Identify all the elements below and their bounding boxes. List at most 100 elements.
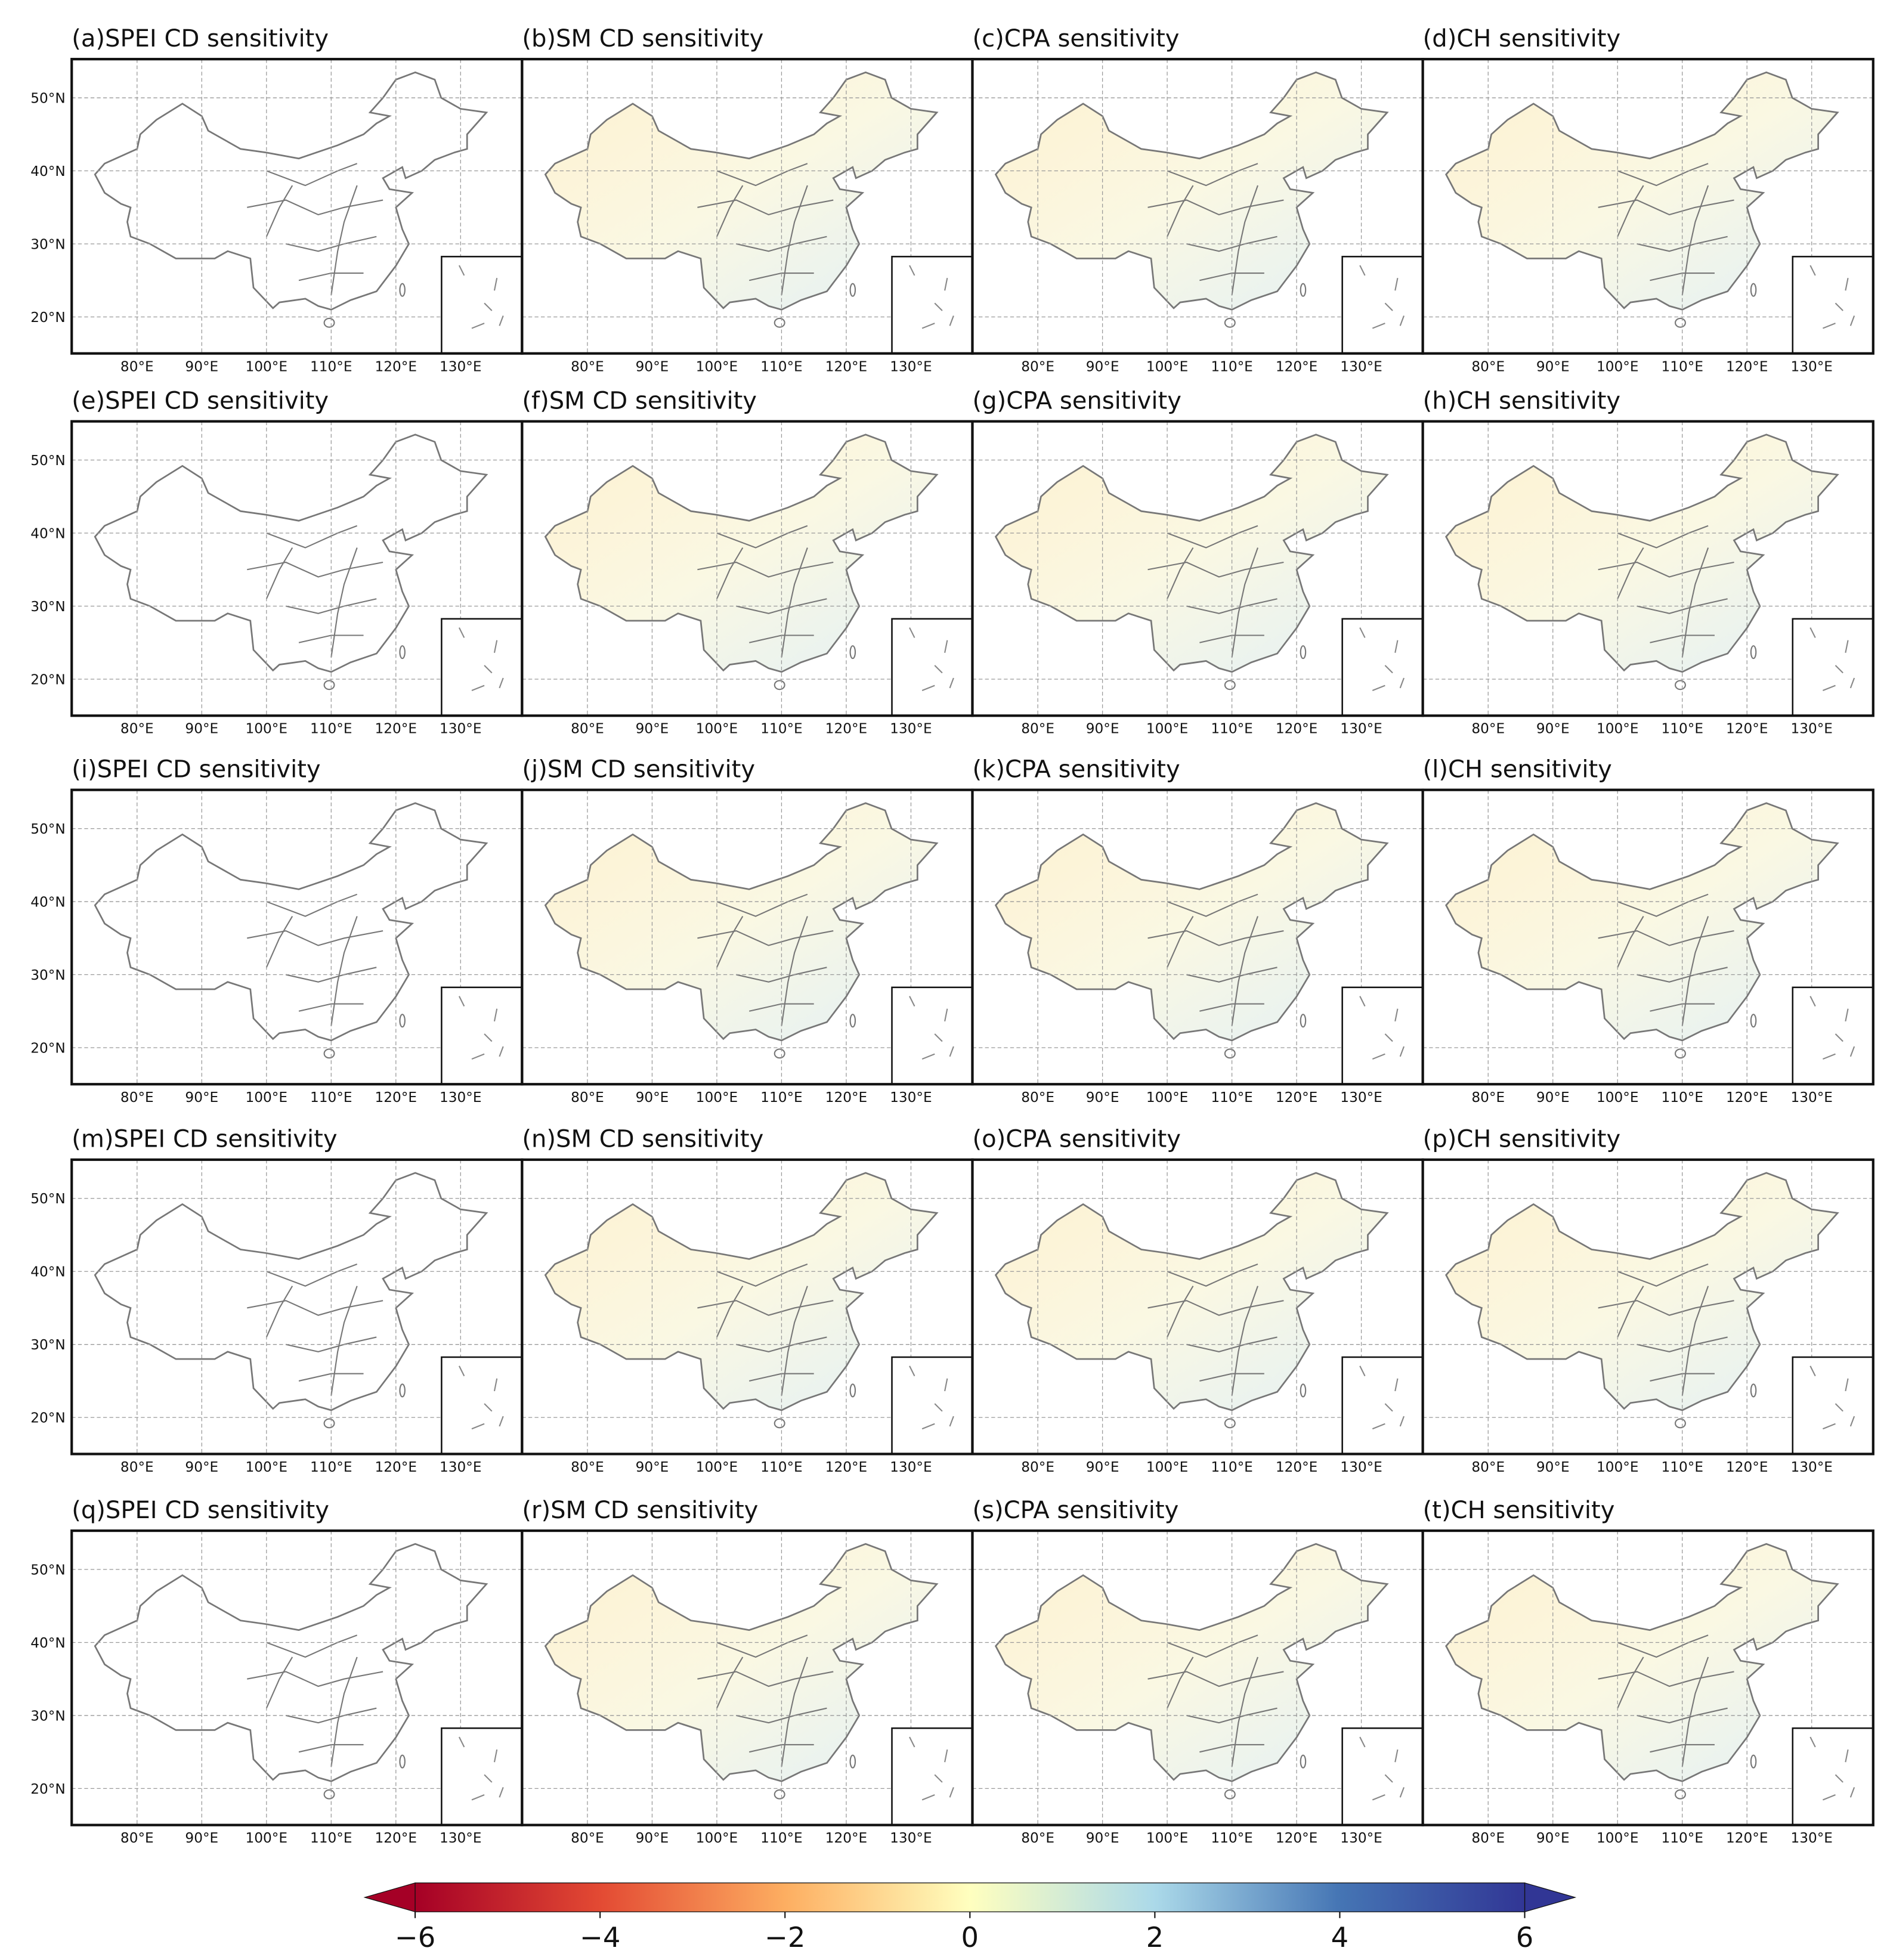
inset-islands bbox=[909, 1366, 954, 1430]
province-border bbox=[1231, 185, 1258, 295]
land bbox=[94, 71, 488, 311]
province-border bbox=[1167, 893, 1258, 917]
lon-tick-label: 100°E bbox=[1146, 721, 1189, 737]
south-china-sea-inset bbox=[1341, 986, 1424, 1085]
lon-tick-label: 120°E bbox=[1726, 721, 1768, 737]
province-border bbox=[330, 916, 358, 1026]
land bbox=[94, 1543, 488, 1782]
lon-tick-label: 90°E bbox=[636, 1089, 669, 1106]
lon-tick-label: 100°E bbox=[1146, 1459, 1189, 1475]
province-border bbox=[1637, 1336, 1728, 1353]
province-border bbox=[697, 1671, 834, 1687]
province-border bbox=[1681, 1286, 1709, 1396]
map-panel: 80°E 90°E 100°E 110°E 120°E 130°E bbox=[1421, 420, 1874, 737]
taiwan bbox=[849, 1383, 856, 1398]
province-border bbox=[736, 1336, 827, 1353]
province-border bbox=[1637, 967, 1728, 983]
south-china-sea-inset bbox=[891, 986, 973, 1085]
province-border bbox=[1231, 916, 1258, 1026]
south-china-sea-inset bbox=[441, 1356, 523, 1455]
province-border bbox=[1617, 525, 1709, 549]
lon-tick-label: 130°E bbox=[1340, 1830, 1382, 1846]
lon-tick-label: 90°E bbox=[1086, 721, 1119, 737]
province-border bbox=[716, 893, 808, 917]
south-china-sea-inset bbox=[1792, 618, 1874, 717]
lon-tick-label: 90°E bbox=[1536, 1089, 1570, 1106]
lon-tick-label: 100°E bbox=[1597, 358, 1639, 374]
taiwan bbox=[1300, 1014, 1307, 1028]
lat-tick-label: 40°N bbox=[30, 1264, 65, 1280]
province-border bbox=[1637, 236, 1728, 252]
taiwan bbox=[399, 1754, 406, 1769]
province-border bbox=[247, 930, 383, 946]
inset-islands bbox=[1809, 1736, 1855, 1801]
panel-title: (t)CH sensitivity bbox=[1423, 1497, 1615, 1524]
lat-tick-label: 30°N bbox=[30, 967, 65, 983]
inset-islands bbox=[1359, 627, 1405, 692]
inset-islands bbox=[909, 627, 954, 692]
province-border bbox=[1231, 1656, 1258, 1767]
south-china-sea-inset bbox=[1792, 1356, 1874, 1455]
province-border bbox=[266, 1263, 358, 1287]
panel-title: (o)CPA sensitivity bbox=[973, 1126, 1181, 1153]
lon-tick-label: 90°E bbox=[1536, 1459, 1570, 1475]
taiwan bbox=[1300, 1754, 1307, 1769]
south-china-sea-inset bbox=[1341, 1727, 1424, 1826]
colorbar bbox=[414, 1882, 1526, 1912]
province-border bbox=[286, 1707, 377, 1724]
lon-tick-label: 110°E bbox=[310, 1089, 352, 1106]
lon-tick-label: 110°E bbox=[760, 721, 803, 737]
province-border bbox=[736, 967, 827, 983]
province-border bbox=[1617, 1656, 1644, 1709]
lon-tick-label: 90°E bbox=[1536, 721, 1570, 737]
lon-tick-label: 110°E bbox=[1211, 1830, 1253, 1846]
province-border bbox=[1617, 1634, 1709, 1658]
inset-islands bbox=[458, 996, 504, 1060]
province-border bbox=[1681, 547, 1709, 658]
lon-tick-label: 100°E bbox=[1146, 1830, 1189, 1846]
province-border bbox=[286, 236, 377, 252]
colorbar-tick-label: −4 bbox=[580, 1921, 620, 1953]
lon-tick-label: 80°E bbox=[571, 1459, 604, 1475]
province-border bbox=[716, 1263, 808, 1287]
land bbox=[94, 434, 488, 673]
land bbox=[1445, 71, 1839, 311]
province-border bbox=[1617, 547, 1644, 599]
map-panel: 80°E 90°E 100°E 110°E 120°E 130°E bbox=[521, 788, 974, 1106]
lon-tick-label: 120°E bbox=[1276, 358, 1318, 374]
taiwan bbox=[399, 645, 406, 659]
province-border bbox=[247, 1671, 383, 1687]
hainan bbox=[774, 1789, 785, 1800]
inset-islands bbox=[909, 265, 954, 329]
lon-tick-label: 120°E bbox=[1276, 721, 1318, 737]
province-border bbox=[265, 1286, 293, 1337]
lon-tick-label: 110°E bbox=[1211, 358, 1253, 374]
inset-islands bbox=[458, 1736, 504, 1801]
province-border bbox=[1147, 930, 1284, 946]
province-border bbox=[1617, 185, 1644, 237]
map-panel: 80°E 90°E 100°E 110°E 120°E 130°E 50°N 40°N 30°N… bbox=[30, 1158, 524, 1475]
lon-tick-label: 120°E bbox=[375, 1459, 417, 1475]
lon-tick-label: 130°E bbox=[440, 1830, 482, 1846]
province-border bbox=[330, 1656, 358, 1767]
inset-islands bbox=[1359, 265, 1405, 329]
lon-tick-label: 130°E bbox=[440, 721, 482, 737]
map-panel: 80°E 90°E 100°E 110°E 120°E 130°E bbox=[1421, 1529, 1874, 1846]
lon-tick-label: 80°E bbox=[120, 1459, 154, 1475]
province-border bbox=[1681, 185, 1709, 295]
land bbox=[1445, 1172, 1839, 1411]
panel-title: (e)SPEI CD sensitivity bbox=[72, 388, 329, 415]
land bbox=[544, 434, 939, 673]
lon-tick-label: 110°E bbox=[310, 358, 352, 374]
lon-tick-label: 120°E bbox=[1276, 1830, 1318, 1846]
panel-title: (n)SM CD sensitivity bbox=[522, 1126, 763, 1153]
map-panel: 80°E 90°E 100°E 110°E 120°E 130°E bbox=[971, 420, 1424, 737]
taiwan bbox=[1750, 1014, 1757, 1028]
hainan bbox=[323, 1418, 335, 1429]
land bbox=[544, 1172, 939, 1411]
land bbox=[1445, 434, 1839, 673]
lon-tick-label: 100°E bbox=[1597, 721, 1639, 737]
lon-tick-label: 130°E bbox=[890, 1830, 932, 1846]
south-china-sea-inset bbox=[891, 1727, 973, 1826]
hainan bbox=[1224, 317, 1236, 328]
